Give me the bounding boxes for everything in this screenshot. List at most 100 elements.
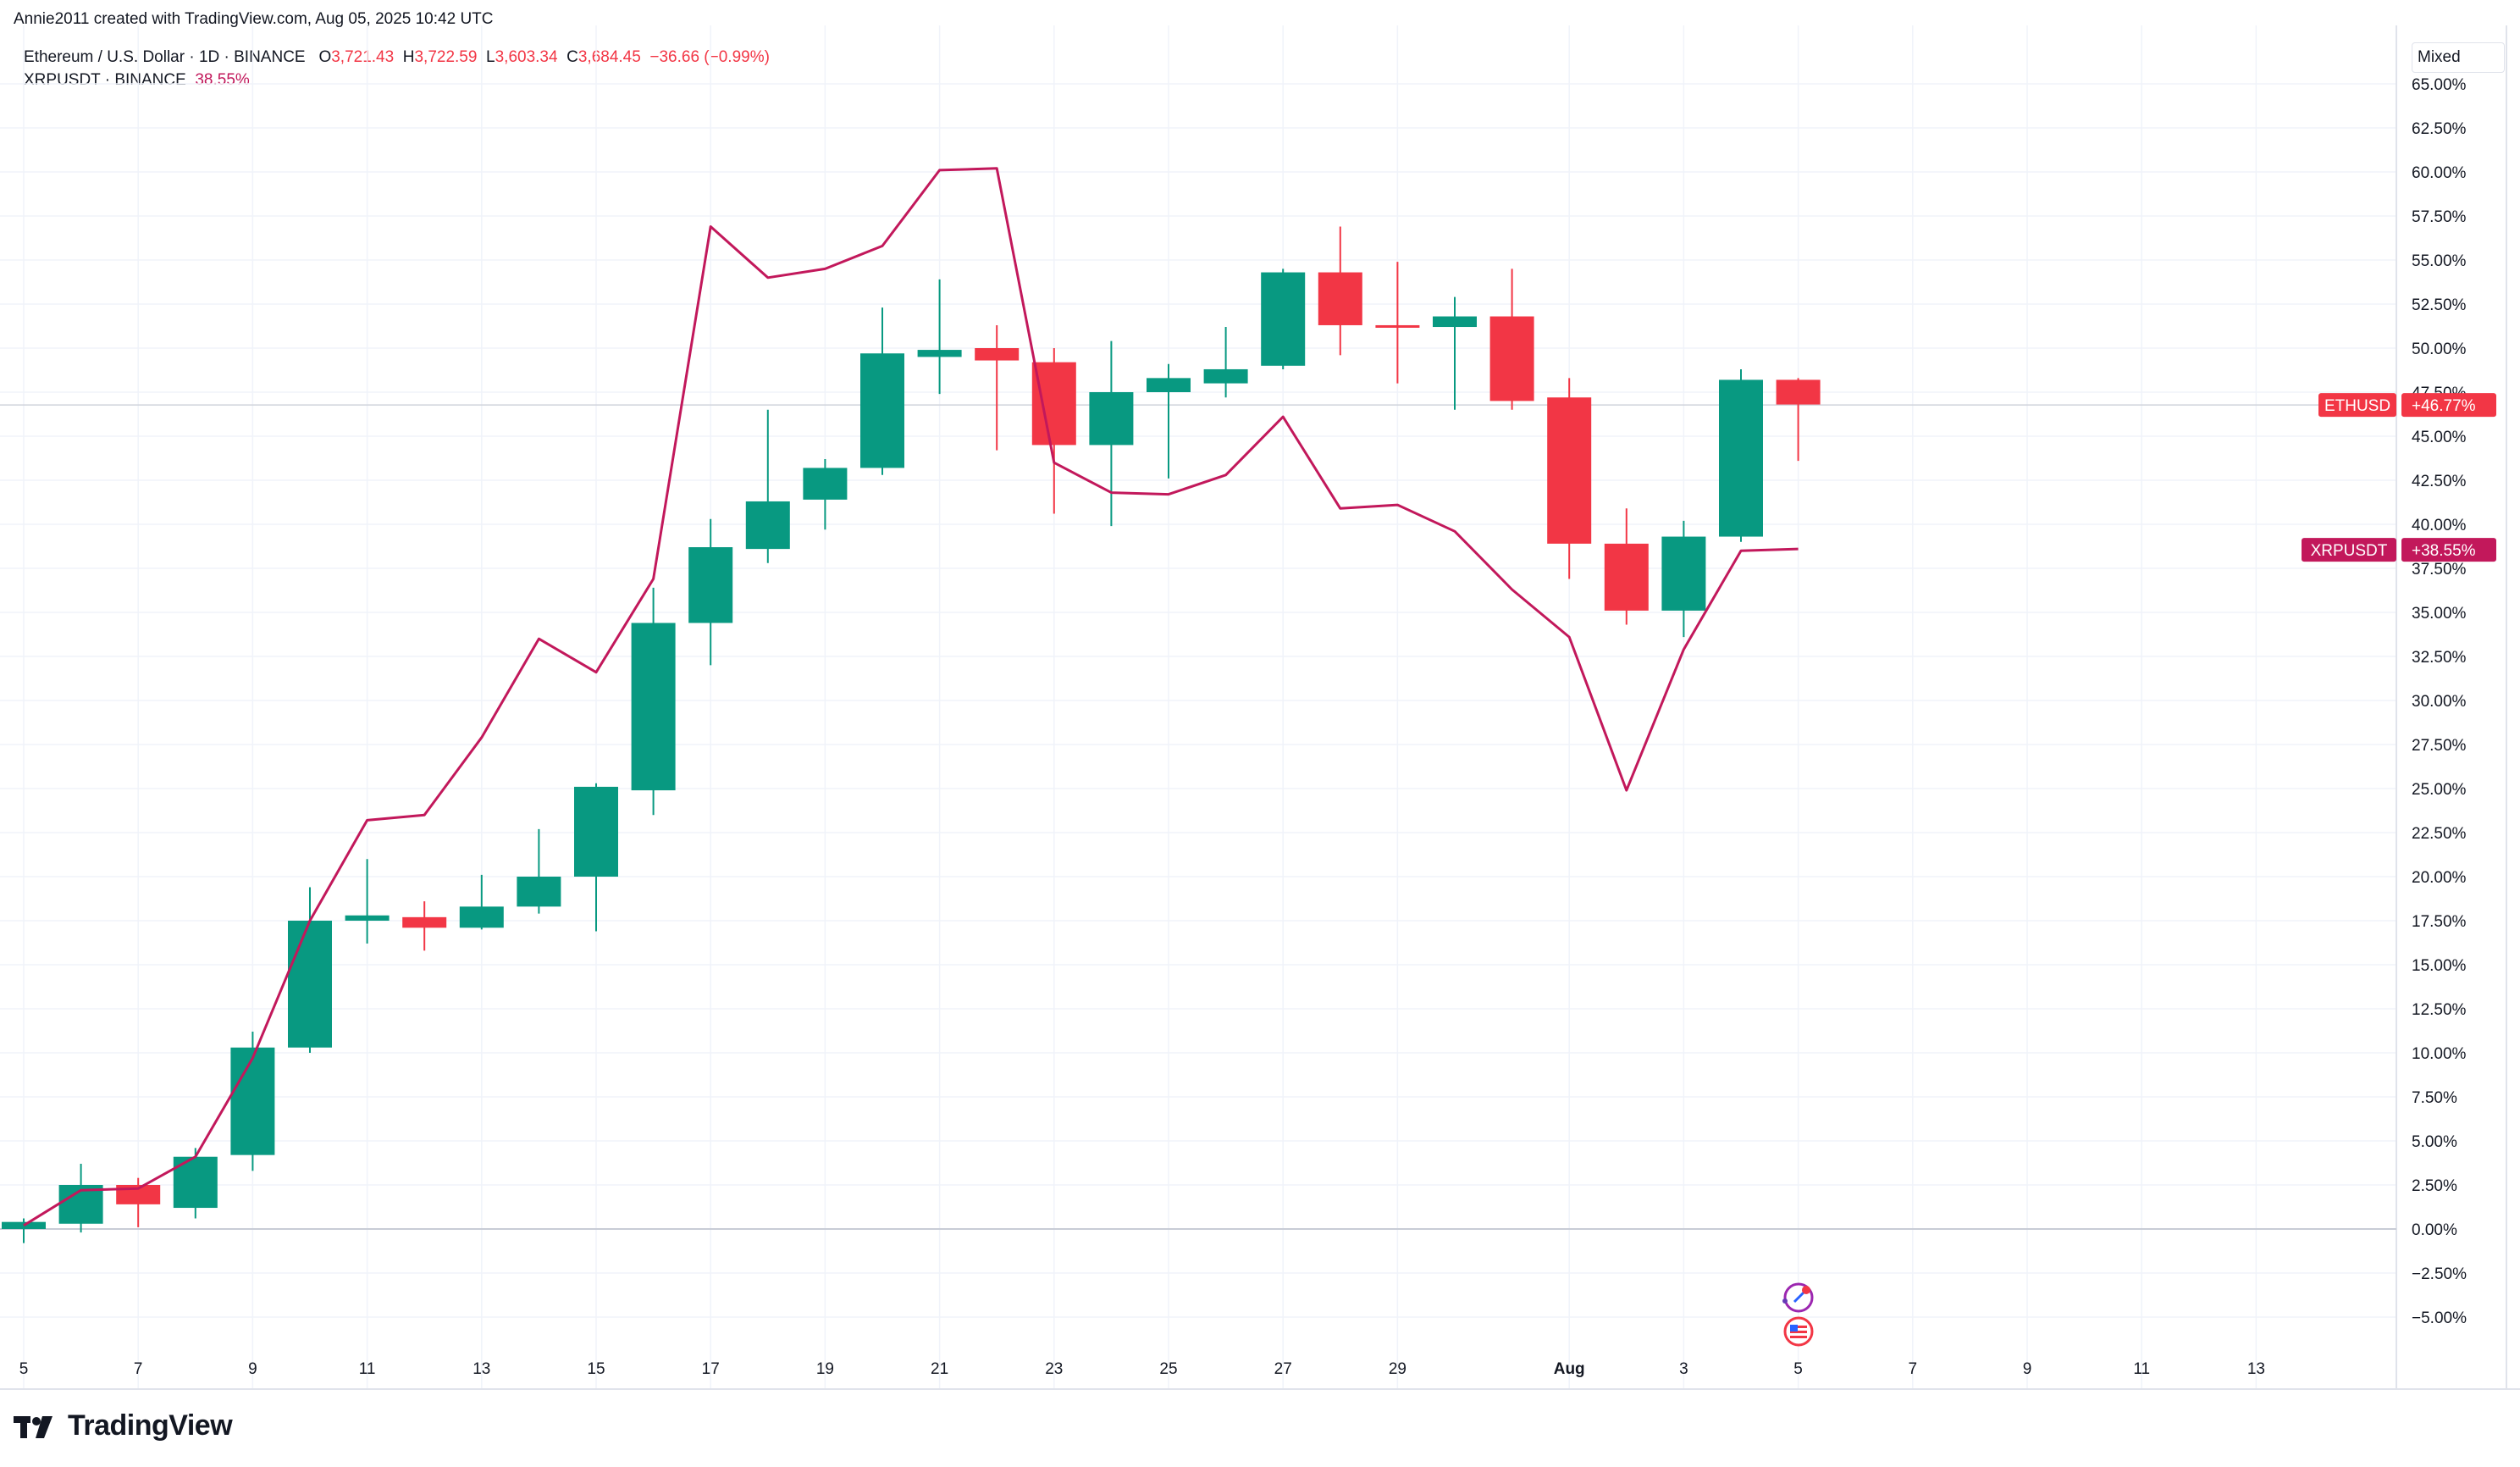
x-tick-label: 13: [472, 1360, 490, 1378]
y-tick-label: 57.50%: [2412, 208, 2467, 226]
news-icon[interactable]: [1782, 1282, 1814, 1313]
y-tick-label: 52.50%: [2412, 296, 2467, 314]
x-tick-label: 17: [702, 1360, 720, 1378]
legend-high-value: 3,722.59: [414, 48, 478, 66]
x-tick-label: 11: [2133, 1360, 2150, 1378]
y-tick-label: 20.00%: [2412, 869, 2467, 887]
candle-body: [1661, 536, 1706, 611]
y-tick-label: 12.50%: [2412, 1001, 2467, 1019]
y-tick-label: 5.00%: [2412, 1133, 2457, 1151]
y-tick-label: 32.50%: [2412, 649, 2467, 667]
y-tick-label: 65.00%: [2412, 76, 2467, 94]
y-axis[interactable]: 65.00% 62.50% 60.00% 57.50% 55.00% 52.50% 50.0…: [2412, 76, 2467, 1327]
candle-body: [917, 350, 962, 357]
candle-body: [1147, 378, 1191, 392]
candle-body: [1375, 324, 1420, 328]
legend-close-key: C: [566, 48, 578, 66]
brand[interactable]: TradingView: [14, 1409, 233, 1442]
price-label-name-box: [2302, 538, 2396, 562]
x-tick-label: Aug: [1554, 1360, 1585, 1378]
candle-body: [1489, 316, 1534, 401]
y-tick-label: 60.00%: [2412, 164, 2467, 182]
candle-body: [745, 501, 790, 550]
y-tick-label: 22.50%: [2412, 825, 2467, 843]
price-label-value-box: [2401, 393, 2496, 418]
price-label-name: XRPUSDT: [2311, 542, 2388, 560]
price-label-value-box: [2401, 538, 2496, 562]
x-tick-label: 9: [2023, 1360, 2032, 1378]
x-tick-label: 9: [248, 1360, 257, 1378]
candle-body: [1547, 397, 1592, 544]
candle-body: [803, 468, 848, 500]
candle-body: [1318, 272, 1362, 325]
y-tick-label: 0.00%: [2412, 1221, 2457, 1239]
x-tick-label: 25: [1159, 1360, 1177, 1378]
legend-open-key: O: [318, 48, 332, 66]
candle-body: [574, 786, 618, 877]
x-axis[interactable]: 5 7 9 11 13 15 17 19 21 23 25 27 29 Aug 3 5 7 9 11 13: [19, 1360, 2265, 1378]
candle-body: [1433, 316, 1477, 328]
y-tick-label: 42.50%: [2412, 473, 2467, 490]
tradingview-logo-icon: [14, 1415, 52, 1438]
chart-attribution: Annie2011 created with TradingView.com, …: [14, 10, 494, 28]
reference-lines: [0, 404, 2396, 1230]
y-tick-label: 15.00%: [2412, 957, 2467, 975]
candle-body: [288, 921, 332, 1048]
y-tick-label: 40.00%: [2412, 517, 2467, 534]
xrp-line-layer: [23, 167, 1799, 1227]
y-tick-label: −5.00%: [2412, 1309, 2467, 1327]
flag-icon[interactable]: [1783, 1316, 1814, 1347]
candle-body: [631, 623, 676, 791]
y-tick-label: 45.00%: [2412, 429, 2467, 446]
legend-eth-row[interactable]: Ethereum / U.S. Dollar · 1D · BINANCE O3…: [24, 46, 770, 69]
x-tick-label: 15: [587, 1360, 605, 1378]
legend-eth-label: Ethereum / U.S. Dollar · 1D · BINANCE: [24, 48, 306, 66]
y-tick-label: 7.50%: [2412, 1089, 2457, 1107]
y-tick-label: 62.50%: [2412, 120, 2467, 138]
candle-body: [1604, 543, 1649, 611]
candle-body: [517, 877, 561, 907]
price-label-name-box: [2318, 393, 2396, 418]
x-tick-label: 19: [816, 1360, 834, 1378]
y-tick-label: 25.00%: [2412, 781, 2467, 799]
candle-body: [1089, 392, 1134, 446]
eth-candles: [2, 226, 1821, 1243]
candle-body: [345, 915, 390, 921]
y-tick-label: −2.50%: [2412, 1265, 2467, 1283]
scale-mode-button[interactable]: Mixed: [2412, 42, 2505, 73]
candle-body: [1261, 272, 1306, 366]
xrp-line: [23, 167, 1799, 1227]
candle-body: [1719, 379, 1763, 537]
legend-open-value: 3,721.43: [331, 48, 395, 66]
legend-close-value: 3,684.45: [578, 48, 641, 66]
y-tick-label: 17.50%: [2412, 913, 2467, 931]
y-tick-label: 55.00%: [2412, 252, 2467, 270]
x-tick-label: 7: [1909, 1360, 1918, 1378]
x-tick-label: 29: [1389, 1360, 1406, 1378]
candle-body: [1776, 379, 1821, 405]
price-label-value: +38.55%: [2412, 542, 2476, 560]
x-tick-label: 13: [2247, 1360, 2265, 1378]
x-tick-label: 21: [931, 1360, 948, 1378]
candle-body: [2, 1221, 46, 1229]
candle-body: [459, 906, 504, 928]
y-tick-label: 10.00%: [2412, 1045, 2467, 1063]
chart-grid: [0, 25, 2396, 1389]
price-label-value: +46.77%: [2412, 397, 2476, 415]
legend-high-key: H: [402, 48, 415, 66]
price-labels: ETHUSD +46.77% XRPUSDT +38.55%: [2302, 393, 2496, 562]
legend-low-key: L: [486, 48, 495, 66]
y-tick-label: 27.50%: [2412, 737, 2467, 755]
candle-body: [975, 348, 1020, 361]
x-tick-label: 5: [1793, 1360, 1803, 1378]
y-tick-label: 37.50%: [2412, 561, 2467, 578]
legend-change-value: −36.66 (−0.99%): [649, 48, 770, 66]
y-tick-label: 2.50%: [2412, 1177, 2457, 1195]
candle-body: [1203, 368, 1248, 384]
x-tick-label: 27: [1274, 1360, 1292, 1378]
candle-body: [1031, 362, 1076, 446]
legend-low-value: 3,603.34: [495, 48, 558, 66]
x-tick-label: 23: [1045, 1360, 1063, 1378]
y-tick-label: 35.00%: [2412, 605, 2467, 623]
